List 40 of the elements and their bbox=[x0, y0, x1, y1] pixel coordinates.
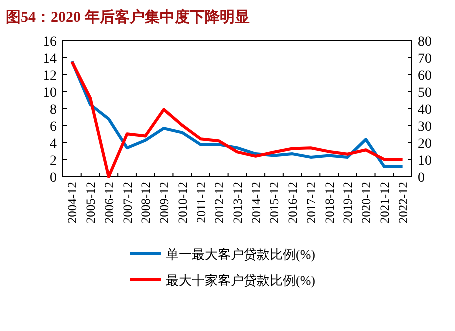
y-tick-label: 4 bbox=[50, 137, 57, 152]
y-tick-label: 12 bbox=[43, 69, 57, 84]
x-tick-label: 2013-12 bbox=[231, 182, 245, 224]
x-tick-label: 2011-12 bbox=[194, 182, 208, 224]
x-tick-label: 2015-12 bbox=[268, 182, 282, 224]
x-tick-label: 2009-12 bbox=[158, 182, 172, 224]
x-tick-label: 2017-12 bbox=[304, 182, 318, 224]
x-tick-label: 2012-12 bbox=[212, 182, 227, 224]
legend-label: 单一最大客户贷款比例(%) bbox=[166, 247, 316, 262]
legend-label: 最大十家客户贷款比例(%) bbox=[166, 273, 316, 288]
x-tick-label: 2022-12 bbox=[396, 182, 410, 224]
x-tick-label: 2008-12 bbox=[139, 182, 154, 224]
x-tick-label: 2019-12 bbox=[341, 182, 356, 224]
y2-tick-label: 20 bbox=[418, 137, 432, 152]
x-tick-label: 2007-12 bbox=[120, 182, 135, 224]
y-tick-label: 14 bbox=[43, 52, 57, 67]
x-tick-label: 2018-12 bbox=[322, 182, 337, 224]
x-tick-label: 2006-12 bbox=[102, 182, 116, 224]
x-tick-label: 2004-12 bbox=[66, 182, 80, 224]
x-tick-label: 2010-12 bbox=[176, 182, 190, 224]
x-tick-label: 2020-12 bbox=[360, 182, 374, 224]
y-tick-label: 2 bbox=[50, 154, 57, 169]
y2-tick-label: 60 bbox=[418, 69, 432, 84]
x-tick-label: 2016-12 bbox=[286, 182, 300, 224]
y-tick-label: 0 bbox=[50, 171, 57, 186]
y-tick-label: 10 bbox=[43, 86, 57, 101]
x-tick-label: 2021-12 bbox=[378, 182, 392, 224]
y-tick-label: 8 bbox=[50, 103, 57, 118]
x-tick-label: 2005-12 bbox=[84, 182, 98, 224]
chart-title: 图54：2020 年后客户集中度下降明显 bbox=[6, 8, 250, 26]
y2-tick-label: 30 bbox=[418, 120, 432, 135]
y2-tick-label: 10 bbox=[418, 154, 432, 169]
y2-tick-label: 50 bbox=[418, 86, 432, 101]
y2-tick-label: 80 bbox=[418, 35, 432, 50]
y-tick-label: 16 bbox=[43, 35, 57, 50]
y2-tick-label: 0 bbox=[418, 171, 425, 186]
y-tick-label: 6 bbox=[50, 120, 57, 135]
y2-tick-label: 70 bbox=[418, 52, 432, 67]
x-tick-label: 2014-12 bbox=[249, 182, 264, 224]
y2-tick-label: 40 bbox=[418, 103, 432, 118]
